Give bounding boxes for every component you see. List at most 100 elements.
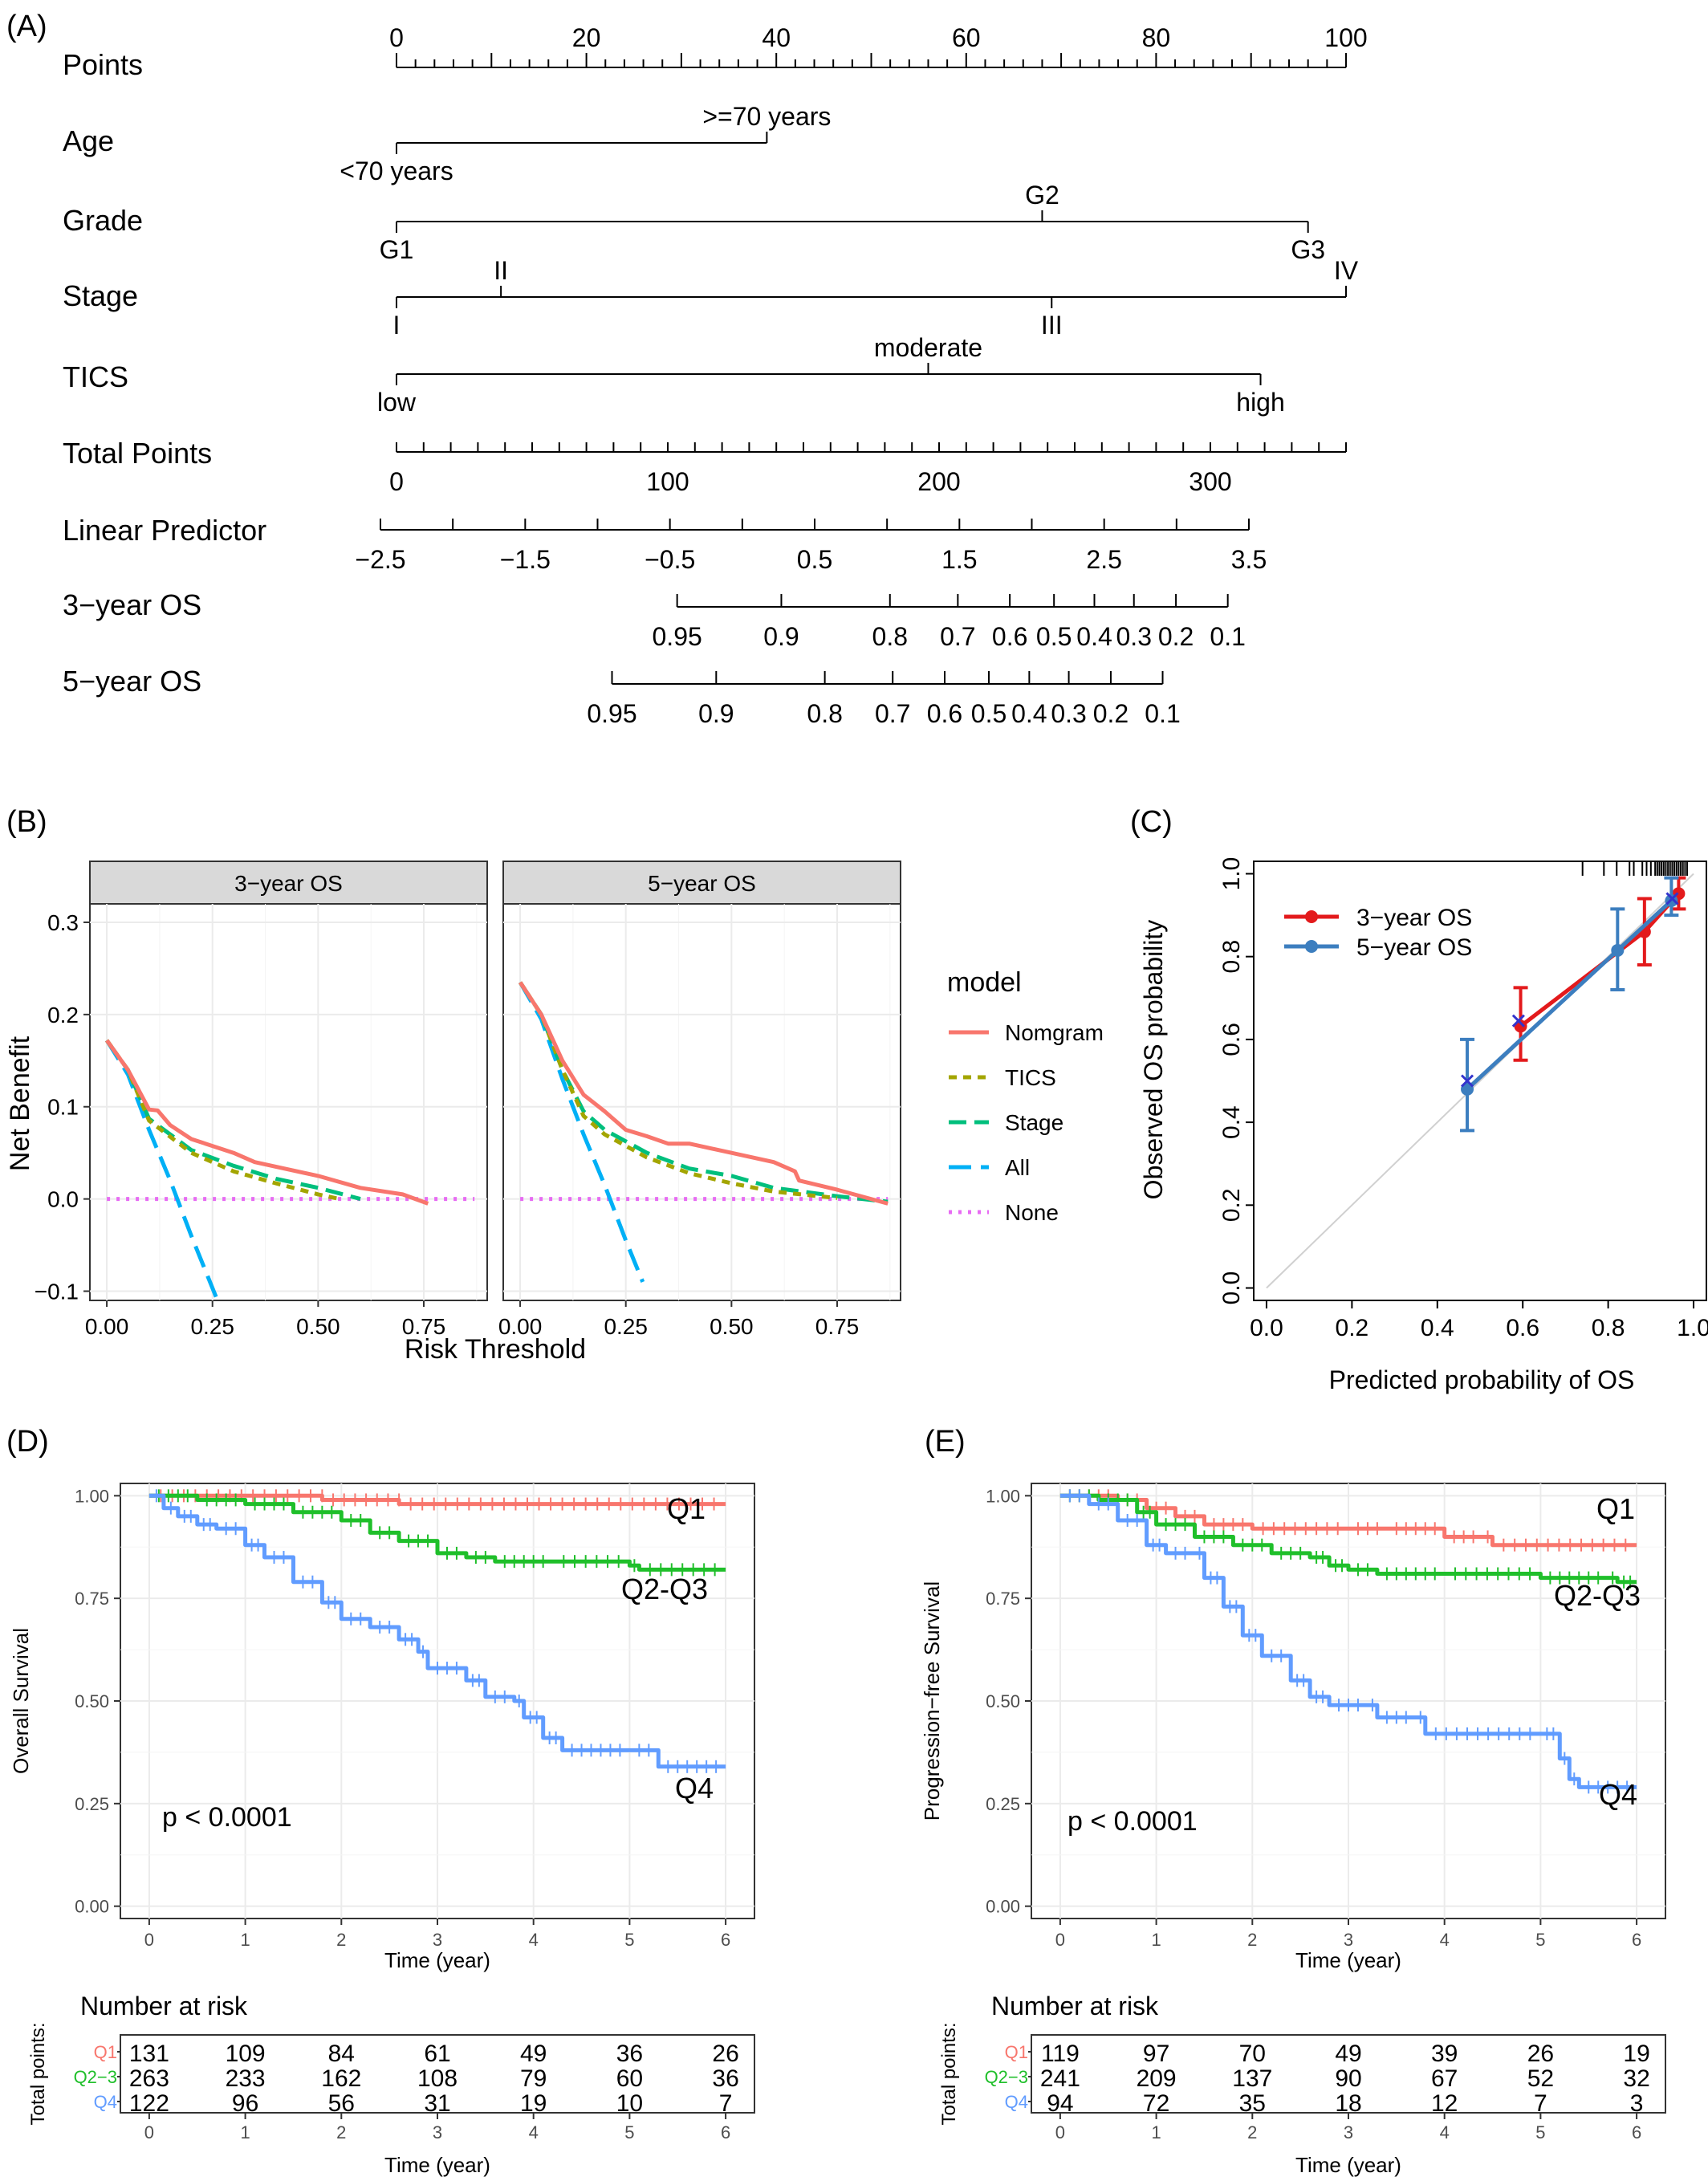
x-axis-label: Time (year) <box>1295 1948 1401 1972</box>
x-tick-label: 0.25 <box>604 1314 648 1339</box>
y-tick-label: 0.4 <box>1218 1105 1245 1139</box>
risk-count: 241 <box>1040 2065 1080 2092</box>
risk-count: 79 <box>520 2065 547 2092</box>
y-tick-label: 0.3 <box>47 910 79 935</box>
x-axis-label: Time (year) <box>384 2153 490 2177</box>
y-tick-label: 0.0 <box>1218 1272 1245 1305</box>
risk-count: 131 <box>129 2041 169 2067</box>
risk-count: 19 <box>1623 2041 1649 2067</box>
x-tick-label: 6 <box>1632 1930 1641 1950</box>
level-label: IV <box>1334 256 1359 285</box>
legend-label: 3−year OS <box>1356 905 1472 931</box>
x-tick-label: 5 <box>1535 2122 1545 2142</box>
level-label: G1 <box>380 235 414 264</box>
x-axis-label: Predicted probability of OS <box>1329 1365 1635 1394</box>
y-tick-label: 1.0 <box>1218 857 1245 891</box>
y-tick-label: 0.75 <box>75 1589 109 1609</box>
x-tick-label: 4 <box>1440 1930 1450 1950</box>
x-tick-label: 3 <box>433 2122 442 2142</box>
curve-label: Q1 <box>667 1492 706 1525</box>
x-tick-label: 2 <box>1247 1930 1257 1950</box>
risk-count: 70 <box>1239 2041 1266 2067</box>
calibration-point <box>1461 1082 1474 1096</box>
nomogram-row-label: 5−year OS <box>63 665 201 698</box>
risk-group-label: Q2−3 <box>74 2067 117 2087</box>
nomogram-row-label: Total Points <box>63 437 212 470</box>
facet-label: 5−year OS <box>648 871 756 896</box>
survival-curve-q2-q3 <box>1059 1493 1637 1585</box>
y-tick-label: 0.2 <box>47 1003 79 1027</box>
plot-frame <box>502 903 901 1301</box>
x-tick-label: 3 <box>433 1930 442 1950</box>
axis-tick-label: 0.5 <box>971 699 1007 728</box>
y-tick-label: 1.00 <box>986 1486 1020 1506</box>
x-tick-label: 6 <box>721 2122 730 2142</box>
axis-tick-label: 80 <box>1142 23 1171 52</box>
x-tick-label: 1 <box>1151 2122 1161 2142</box>
y-tick-label: 0.8 <box>1218 940 1245 974</box>
axis-tick-label: 100 <box>646 467 689 496</box>
risk-count: 137 <box>1232 2065 1272 2092</box>
y-tick-label: 0.25 <box>75 1794 109 1814</box>
x-tick-label: 0.00 <box>498 1314 543 1339</box>
risk-count: 96 <box>232 2090 258 2117</box>
x-tick-label: 0 <box>1055 2122 1065 2142</box>
curve-label: Q4 <box>1599 1778 1637 1811</box>
risk-group-label: Q1 <box>94 2042 117 2062</box>
x-tick-label: 0.4 <box>1421 1315 1454 1341</box>
risk-count: 36 <box>712 2065 738 2092</box>
axis-tick-label: 0 <box>389 467 404 496</box>
axis-tick-label: 0.5 <box>797 545 832 574</box>
risk-count: 26 <box>1527 2041 1554 2067</box>
survival-curve-q1 <box>1059 1493 1637 1548</box>
axis-tick-label: 2.5 <box>1086 545 1121 574</box>
x-axis-label: Time (year) <box>1295 2153 1401 2177</box>
x-tick-label: 0.50 <box>296 1314 340 1339</box>
nomogram: Points 0 20 40 60 80 100 Age <70 years >=70 years… <box>63 23 1368 728</box>
risk-count: 31 <box>424 2090 450 2117</box>
risk-count: 122 <box>129 2090 169 2117</box>
x-tick-label: 0.75 <box>402 1314 446 1339</box>
axis-tick-label: 60 <box>952 23 981 52</box>
x-tick-label: 3 <box>1344 1930 1353 1950</box>
axis-tick-label: 0.95 <box>653 622 702 651</box>
nomogram-row-label: Grade <box>63 204 143 237</box>
legend-marker <box>1305 940 1318 953</box>
level-label: I <box>393 311 401 340</box>
axis-tick-label: 0.3 <box>1051 699 1086 728</box>
legend-label: 5−year OS <box>1356 934 1472 961</box>
axis-tick-label: 3.5 <box>1231 545 1267 574</box>
risk-count: 97 <box>1143 2041 1169 2067</box>
risk-count: 60 <box>616 2065 643 2092</box>
x-tick-label: 3 <box>1344 2122 1353 2142</box>
axis-tick-label: −0.5 <box>645 545 695 574</box>
axis-tick-label: 0.2 <box>1093 699 1128 728</box>
y-tick-label: 0.1 <box>47 1095 79 1120</box>
axis-tick-label: 0.8 <box>872 622 908 651</box>
axis-tick-label: 0.6 <box>992 622 1027 651</box>
risk-count: 18 <box>1335 2090 1361 2117</box>
x-tick-label: 0.75 <box>815 1314 860 1339</box>
axis-tick-label: 0 <box>389 23 404 52</box>
x-tick-label: 0.0 <box>1250 1315 1283 1341</box>
series-line-stage <box>105 1039 361 1202</box>
y-tick-label: 0.50 <box>75 1691 109 1711</box>
risk-count: 84 <box>328 2041 355 2067</box>
x-tick-label: 0 <box>144 1930 154 1950</box>
x-tick-label: 5 <box>1535 1930 1545 1950</box>
axis-tick-label: 200 <box>917 467 960 496</box>
series-line-nomgram <box>105 1039 429 1206</box>
risk-count: 32 <box>1623 2065 1649 2092</box>
risk-count: 61 <box>424 2041 450 2067</box>
ideal-diagonal <box>1266 873 1694 1289</box>
y-tick-label: 0.2 <box>1218 1188 1245 1222</box>
axis-tick-label: −1.5 <box>500 545 551 574</box>
y-axis-label: Progression−free Survival <box>920 1581 944 1821</box>
risk-count: 108 <box>417 2065 458 2092</box>
axis-tick-label: 0.9 <box>763 622 799 651</box>
axis-tick-label: 40 <box>762 23 791 52</box>
panel-label: (C) <box>1130 805 1173 839</box>
risk-table-ylabel: Total points: <box>938 2022 960 2125</box>
